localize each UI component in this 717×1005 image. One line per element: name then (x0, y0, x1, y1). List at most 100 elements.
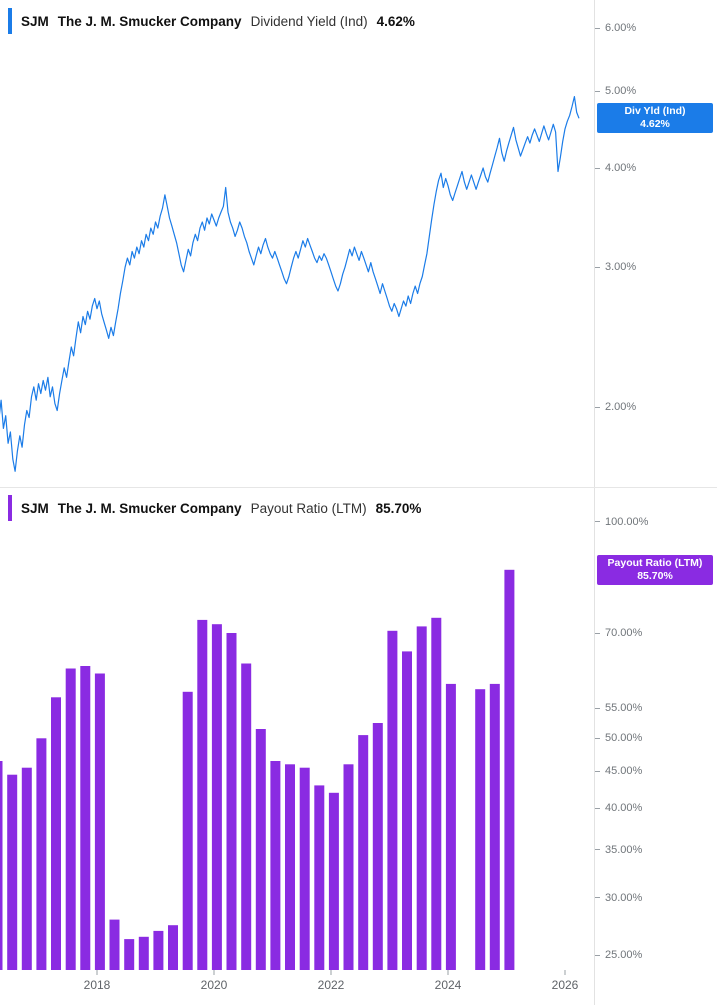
x-tick-label: 2018 (84, 978, 111, 992)
payout-ratio-bar[interactable] (138, 936, 149, 970)
y-tick: 35.00% (595, 842, 642, 858)
axis-badge-value: 4.62% (640, 118, 670, 131)
payout-ratio-bar[interactable] (168, 925, 178, 970)
payout-ratio-bar[interactable] (416, 626, 427, 970)
y-tick: 50.00% (595, 730, 642, 746)
y-tick: 55.00% (595, 700, 642, 716)
x-tick-label: 2022 (318, 978, 345, 992)
payout-ratio-bar[interactable] (328, 792, 339, 970)
payout-ratio-bar[interactable] (299, 767, 310, 970)
y-tick: 30.00% (595, 890, 642, 906)
y-tick-label: 4.00% (605, 162, 637, 174)
y-tick-mark (595, 707, 600, 709)
payout-ratio-bar[interactable] (255, 729, 266, 970)
y-tick-label: 70.00% (605, 627, 643, 640)
payout-ratio-bar[interactable] (270, 761, 281, 970)
axis-badge-title: Payout Ratio (LTM) (607, 556, 703, 569)
payout-ratio-bar[interactable] (182, 691, 193, 970)
y-tick-mark (595, 807, 600, 809)
metric-name: Dividend Yield (Ind) (250, 13, 368, 29)
metric-name: Payout Ratio (LTM) (250, 500, 367, 516)
payout-ratio-bar[interactable] (7, 774, 18, 970)
y-tick-label: 45.00% (605, 765, 643, 778)
y-tick-mark (595, 849, 600, 851)
payout-ratio-bar[interactable] (80, 666, 91, 970)
y-tick-mark (595, 770, 600, 772)
y-tick-label: 30.00% (605, 891, 643, 904)
payout-ratio-bar[interactable] (36, 738, 47, 970)
payout-ratio-bar[interactable] (0, 761, 3, 970)
y-tick: 4.00% (595, 160, 636, 176)
y-tick-label: 25.00% (605, 949, 643, 961)
y-tick-label: 100.00% (605, 515, 649, 528)
payout-ratio-bar[interactable] (489, 683, 500, 970)
y-tick-mark (595, 27, 600, 29)
y-tick-mark (595, 167, 600, 169)
y-tick-mark (595, 90, 600, 92)
y-tick: 5.00% (595, 83, 636, 99)
payout-ratio-bar[interactable] (504, 569, 515, 970)
y-tick: 40.00% (595, 800, 642, 816)
payout-ratio-axis-badge: Payout Ratio (LTM) 85.70% (597, 554, 713, 585)
payout-ratio-bar[interactable] (402, 651, 412, 970)
payout-ratio-bar[interactable] (211, 624, 222, 970)
payout-ratio-bar[interactable] (431, 617, 442, 970)
payout-ratio-bar[interactable] (65, 668, 76, 971)
y-tick: 100.00% (595, 514, 648, 530)
metric-value: 4.62% (376, 13, 415, 29)
payout-ratio-bar[interactable] (475, 689, 486, 970)
payout-ratio-bar[interactable] (197, 619, 208, 970)
payout-ratio-bar[interactable] (241, 663, 252, 971)
right-axis-column: Div Yld (Ind) 4.62% Payout Ratio (LTM) 8… (594, 0, 717, 1005)
payout-ratio-bar[interactable] (445, 683, 456, 970)
y-tick: 70.00% (595, 625, 642, 641)
dividend-yield-chart[interactable] (0, 0, 593, 487)
metric-value: 85.70% (375, 500, 422, 516)
payout-ratio-bar[interactable] (21, 767, 32, 970)
y-tick-mark (595, 266, 600, 268)
payout-ratio-bar[interactable] (314, 785, 325, 970)
y-tick-label: 6.00% (605, 22, 637, 35)
ticker-symbol: SJM (21, 500, 49, 516)
y-tick-label: 35.00% (605, 843, 643, 856)
axis-badge-title: Div Yld (Ind) (624, 105, 686, 118)
dividend-yield-legend[interactable]: SJM The J. M. Smucker Company Dividend Y… (8, 5, 425, 37)
payout-ratio-bar[interactable] (358, 735, 369, 970)
y-tick-mark (595, 737, 600, 739)
y-tick-mark (595, 406, 600, 408)
div-yld-axis-badge: Div Yld (Ind) 4.62% (597, 103, 713, 134)
y-tick-mark (595, 632, 600, 634)
y-tick-mark (595, 954, 600, 956)
payout-ratio-chart[interactable]: 2018 2020 2022 2024 2026 (0, 487, 593, 1005)
y-tick-mark (595, 521, 600, 523)
payout-ratio-bar[interactable] (109, 919, 120, 970)
payout-ratio-bar[interactable] (51, 697, 61, 970)
y-tick-mark (595, 897, 600, 899)
y-tick: 3.00% (595, 259, 636, 275)
y-tick-label: 50.00% (605, 732, 643, 745)
y-tick-label: 3.00% (605, 261, 637, 274)
dividend-yield-line (0, 95, 580, 472)
payout-ratio-bar[interactable] (285, 764, 295, 970)
x-tick-label: 2020 (201, 978, 228, 992)
payout-ratio-bar[interactable] (372, 723, 383, 970)
payout-ratio-bar[interactable] (343, 764, 354, 970)
x-tick-label: 2024 (435, 978, 462, 992)
payout-ratio-bar[interactable] (94, 673, 105, 971)
payout-ratio-bar[interactable] (153, 930, 164, 970)
ticker-symbol: SJM (21, 13, 49, 29)
payout-ratio-bar[interactable] (124, 939, 135, 970)
y-tick-label: 2.00% (605, 401, 637, 414)
y-tick-label: 55.00% (605, 702, 643, 715)
y-tick: 45.00% (595, 763, 642, 779)
x-tick-label: 2026 (552, 978, 579, 992)
series-color-bar-purple (8, 495, 12, 521)
y-tick-label: 40.00% (605, 802, 643, 815)
payout-ratio-bar[interactable] (226, 633, 237, 970)
payout-ratio-bar[interactable] (387, 630, 398, 970)
panel-divider (0, 487, 717, 488)
payout-ratio-legend[interactable]: SJM The J. M. Smucker Company Payout Rat… (8, 492, 432, 524)
axis-badge-value: 85.70% (637, 569, 673, 582)
y-tick: 2.00% (595, 399, 636, 415)
